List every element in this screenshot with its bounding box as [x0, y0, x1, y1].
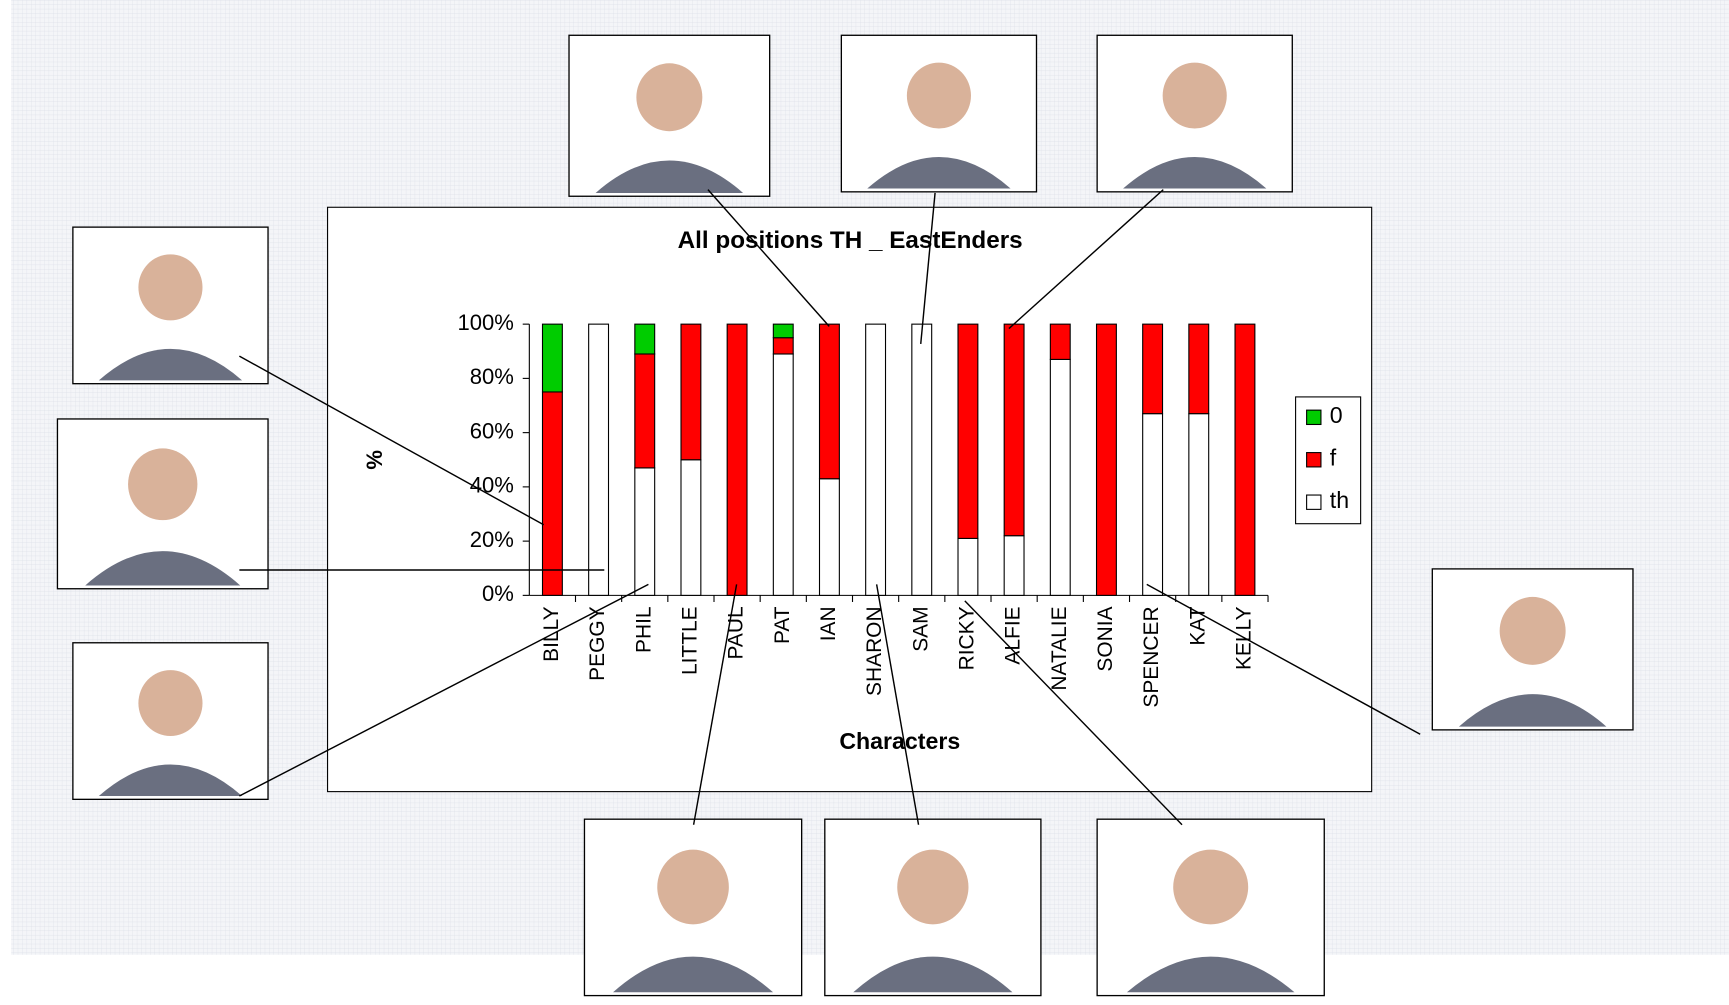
legend-label: th [1330, 487, 1349, 513]
bar-segment [634, 323, 656, 355]
bar-segment [680, 323, 702, 461]
x-tick-label: RICKY [955, 606, 978, 670]
x-tick-label: NATALIE [1048, 606, 1071, 690]
bar-segment [1142, 413, 1164, 596]
x-tick-label: PEGGY [586, 606, 609, 681]
bar-segment [634, 353, 656, 469]
legend-swatch [1306, 452, 1322, 468]
bar-segment [865, 323, 887, 596]
bar-segment [1234, 323, 1256, 596]
y-axis-label: % [362, 450, 387, 470]
photo [572, 38, 767, 193]
photo [1435, 572, 1630, 727]
legend-label: 0 [1330, 402, 1343, 428]
bar-segment [1095, 323, 1117, 596]
bar-segment [1003, 535, 1025, 596]
connector-lines [239, 189, 1421, 826]
plot: 0%20%40%60%80%100%BILLYPEGGYPHILLITTLEPA… [458, 310, 1269, 708]
x-tick-label: IAN [817, 606, 840, 641]
y-tick-label: 60% [470, 418, 514, 443]
legend-label: f [1330, 444, 1337, 470]
photo [844, 38, 1034, 189]
legend-box [1295, 396, 1362, 525]
chart-frame [327, 206, 1373, 793]
y-tick-label: 40% [470, 473, 514, 498]
connector [239, 583, 649, 797]
photos [56, 34, 1634, 997]
bar-segment [1188, 413, 1210, 596]
bar-segment [1188, 323, 1210, 415]
connector [875, 584, 920, 825]
bar-segment [634, 467, 656, 596]
bar-segment [818, 323, 840, 480]
x-tick-label: ALFIE [1002, 606, 1025, 664]
connector [1146, 583, 1421, 735]
connector [692, 584, 738, 825]
bar-segment [1049, 323, 1071, 360]
y-tick-label: 100% [458, 310, 514, 335]
bar-segment [588, 323, 610, 596]
x-tick-label: SAM [909, 606, 932, 651]
chart-title: All positions TH _ EastEnders [678, 227, 1023, 254]
photo [587, 822, 799, 993]
x-tick-label: LITTLE [678, 606, 701, 675]
x-tick-label: PHIL [632, 606, 655, 653]
bar-segment [541, 391, 563, 596]
legend-swatch [1306, 409, 1322, 426]
connector [920, 192, 936, 345]
photo [828, 822, 1038, 993]
x-tick-label: PAT [771, 606, 794, 644]
photo [60, 422, 265, 586]
bar-segment [911, 323, 933, 596]
photo [76, 230, 265, 381]
bar-segment [772, 337, 794, 355]
x-axis-label: Characters [839, 728, 960, 754]
bar-segment [541, 323, 563, 393]
connector [964, 600, 1183, 826]
bar-segment [957, 537, 979, 596]
legend-swatch [1306, 494, 1322, 510]
bar-segment [726, 323, 748, 596]
bar-segment [772, 353, 794, 596]
bar-segment [1049, 358, 1071, 596]
x-tick-label: SPENCER [1140, 606, 1163, 707]
bar-segment [1003, 323, 1025, 537]
y-tick-label: 0% [482, 581, 514, 606]
photo [76, 646, 265, 797]
y-tick-label: 80% [470, 364, 514, 389]
bar-segment [772, 323, 794, 339]
y-tick-label: 20% [470, 527, 514, 552]
bar-segment [1142, 323, 1164, 415]
bar-segment [957, 323, 979, 539]
connector [239, 355, 545, 526]
photo [1100, 38, 1289, 189]
photo [1100, 822, 1321, 993]
bar-segment [680, 459, 702, 596]
connector [1008, 189, 1164, 330]
connector [707, 189, 830, 327]
x-tick-label: SONIA [1094, 606, 1117, 671]
x-tick-label: SHARON [863, 606, 886, 696]
bar-segment [818, 478, 840, 596]
